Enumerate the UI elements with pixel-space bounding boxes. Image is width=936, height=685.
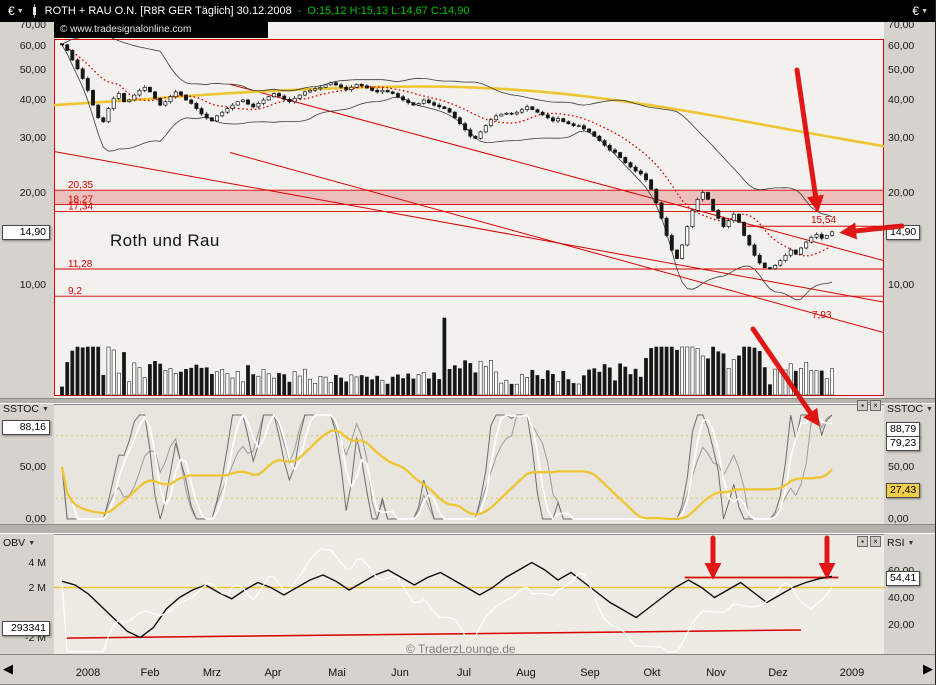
currency-selector-left[interactable]: € ▼ [8, 4, 24, 18]
rsi-indicator-dropdown[interactable]: RSI ▼ [887, 537, 914, 549]
axis-tick-label: 0,00 [888, 513, 909, 525]
sstoc-signal-box-right: 79,23 [886, 436, 921, 451]
titlebar-right-group: € ▼ [912, 4, 928, 18]
titlebar: € ▼ ROTH + RAU O.N. [R8R GER Täglich] 30… [0, 0, 935, 22]
chevron-down-icon: ▼ [16, 7, 24, 15]
axis-tick-label: 50,00 [888, 461, 915, 473]
scroll-right-button[interactable]: ▶ [923, 661, 933, 676]
time-axis-label: Dez [768, 667, 788, 679]
axis-tick-label: 50,00 [888, 64, 915, 76]
axis-tick-label: 50,00 [19, 64, 46, 76]
svg-text:7,93: 7,93 [812, 310, 832, 321]
stochastic-panel[interactable] [54, 404, 884, 524]
sstoc-value-box-left: 88,16 [2, 420, 50, 435]
time-axis-label: Jul [456, 667, 472, 679]
minimize-button[interactable]: ▪ [857, 400, 868, 411]
time-axis-label: 2009 [839, 667, 865, 679]
ohlc-values: O:15,12 H:15,13 L:14,67 C:14,90 [307, 5, 470, 17]
axis-tick-label: 30,00 [19, 132, 46, 144]
obv-indicator-dropdown[interactable]: OBV ▼ [3, 537, 35, 549]
sstoc-label: SSTOC [3, 403, 39, 415]
obv-value-box: 293341 [2, 621, 50, 636]
axis-tick-label: 20,00 [888, 619, 915, 631]
sstoc-panel-buttons: ▪ × [857, 400, 881, 411]
sstoc-indicator-dropdown-left[interactable]: SSTOC ▼ [3, 403, 49, 415]
chevron-down-icon: ▼ [41, 405, 49, 413]
axis-tick-label: 60,00 [19, 40, 46, 52]
time-axis-label: Apr [264, 667, 282, 679]
axis-tick-label: 10,00 [19, 279, 46, 291]
currency-symbol: € [912, 4, 920, 18]
svg-text:20,35: 20,35 [68, 180, 93, 191]
rsi-label: RSI [887, 537, 905, 549]
axis-tick-label: 4 M [28, 557, 46, 569]
time-axis-label: Aug [516, 667, 536, 679]
sstoc-label: SSTOC [887, 403, 923, 415]
time-axis-label: Feb [140, 667, 160, 679]
chevron-down-icon: ▼ [907, 539, 915, 547]
time-axis-label: Jun [391, 667, 409, 679]
axis-tick-label: 10,00 [888, 279, 915, 291]
title-separator: - [297, 5, 302, 17]
scroll-left-button[interactable]: ◀ [3, 661, 13, 676]
axis-tick-label: 40,00 [888, 94, 915, 106]
axis-tick-label: 2 M [28, 582, 46, 594]
currency-selector-right[interactable]: € ▼ [912, 4, 928, 18]
svg-text:15,54: 15,54 [811, 215, 836, 226]
chevron-down-icon: ▼ [28, 539, 36, 547]
axis-tick-label: 20,00 [19, 187, 46, 199]
candlestick-icon [30, 4, 39, 18]
close-button[interactable]: × [870, 536, 881, 547]
svg-text:11,28: 11,28 [68, 259, 93, 270]
panel-separator[interactable] [0, 524, 935, 534]
axis-tick-label: 40,00 [888, 592, 915, 604]
axis-tick-label: 40,00 [19, 94, 46, 106]
svg-text:17,34: 17,34 [68, 202, 93, 213]
last-price-box-right: 14,90 [886, 225, 921, 240]
close-button[interactable]: × [870, 400, 881, 411]
chevron-down-icon: ▼ [925, 405, 933, 413]
sstoc-indicator-dropdown-right[interactable]: SSTOC ▼ [887, 403, 933, 415]
time-axis-label: Nov [706, 667, 726, 679]
time-axis-label: Mai [328, 667, 346, 679]
provider-copyright: © www.tradesignalonline.com [54, 22, 268, 38]
sstoc-value-box-right: 88,79 [886, 422, 921, 437]
axis-tick-label: 70,00 [888, 19, 915, 31]
obv-rsi-panel[interactable] [54, 534, 884, 654]
obv-label: OBV [3, 537, 26, 549]
rsi-value-box: 54,41 [886, 571, 921, 586]
time-axis[interactable]: ◀ ▶ 2008 Feb Mrz Apr Mai Jun Jul Aug Sep Okt Nov De… [0, 654, 935, 684]
panel-separator[interactable] [0, 398, 935, 404]
minimize-button[interactable]: ▪ [857, 536, 868, 547]
titlebar-left-group: € ▼ ROTH + RAU O.N. [R8R GER Täglich] 30… [8, 4, 469, 18]
axis-tick-label: 50,00 [19, 461, 46, 473]
sstoc-slow-value-box: 27,43 [886, 483, 921, 498]
currency-symbol: € [8, 4, 15, 18]
chart-annotation-text: Roth und Rau [110, 231, 220, 250]
axis-tick-label: 30,00 [888, 132, 915, 144]
chevron-down-icon: ▼ [921, 7, 928, 15]
obv-panel-buttons: ▪ × [857, 536, 881, 547]
time-axis-label: Okt [643, 667, 661, 679]
axis-tick-label: 70,00 [19, 19, 46, 31]
time-axis-label: 2008 [75, 667, 101, 679]
axis-tick-label: 60,00 [888, 40, 915, 52]
last-price-box-left: 14,90 [2, 225, 50, 240]
instrument-title: ROTH + RAU O.N. [R8R GER Täglich] 30.12.… [44, 5, 292, 17]
svg-text:9,2: 9,2 [68, 286, 82, 297]
svg-text:18,27: 18,27 [68, 195, 93, 206]
axis-tick-label: 0,00 [25, 513, 46, 525]
time-axis-label: Mrz [202, 667, 222, 679]
traderzlounge-watermark: © TraderzLounge.de [406, 642, 516, 656]
axis-tick-label: 20,00 [888, 187, 915, 199]
time-axis-label: Sep [580, 667, 600, 679]
